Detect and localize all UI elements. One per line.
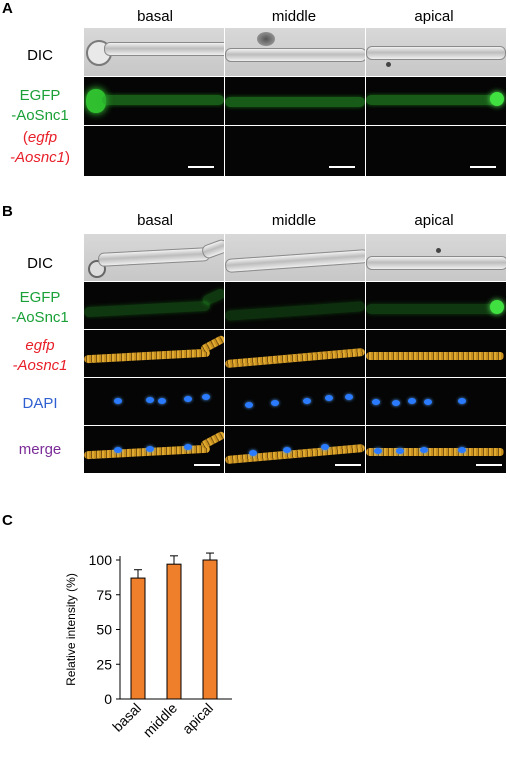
panel-a-mutant-line2: -Aosnc1 bbox=[9, 149, 66, 166]
panel-a-paren-open: ( bbox=[22, 129, 28, 146]
bar-middle bbox=[166, 563, 182, 700]
panel-b-dapi-middle bbox=[225, 378, 365, 425]
panel-b-dic-middle bbox=[225, 234, 365, 281]
panel-b-egfp-line2: -AoSnc1 bbox=[11, 309, 69, 326]
y-tick-label: 50 bbox=[96, 622, 112, 638]
scale-bar bbox=[476, 464, 502, 466]
scale-bar bbox=[470, 166, 496, 168]
bar-basal bbox=[130, 577, 146, 700]
panel-b-col-middle: middle bbox=[271, 212, 317, 229]
panel-b-mutant-line2: -Aosnc1 bbox=[12, 357, 68, 374]
panel-a-dic-middle bbox=[225, 28, 365, 76]
panel-a-egfp-middle bbox=[225, 77, 365, 125]
panel-b-mutant-middle bbox=[225, 330, 365, 377]
panel-a-egfp-label: EGFP -AoSnc1 bbox=[0, 86, 80, 126]
panel-a-mutant-label: (egfp -Aosnc1) bbox=[0, 128, 80, 168]
panel-b-merge-apical bbox=[366, 426, 506, 473]
scale-bar bbox=[335, 464, 361, 466]
panel-a-mutant-middle bbox=[225, 126, 365, 176]
panel-b-letter: B bbox=[2, 203, 13, 220]
panel-a-mutant-apical bbox=[366, 126, 506, 176]
x-tick-label: apical bbox=[179, 700, 216, 737]
panel-a-egfp-line1: EGFP bbox=[19, 87, 61, 104]
y-tick-label: 0 bbox=[104, 691, 112, 707]
panel-b-egfp-basal bbox=[84, 282, 224, 329]
panel-a-egfp-line2: -AoSnc1 bbox=[11, 107, 69, 124]
panel-a-dic-label: DIC bbox=[27, 47, 53, 64]
panel-a-egfp-basal bbox=[84, 77, 224, 125]
panel-b-egfp-label: EGFP -AoSnc1 bbox=[0, 288, 80, 328]
panel-b-mutant-label: egfp -Aosnc1 bbox=[0, 336, 80, 376]
y-axis-title: Relative intensity (%) bbox=[64, 573, 78, 686]
panel-a-image-grid bbox=[84, 28, 506, 176]
panel-b-dapi-basal bbox=[84, 378, 224, 425]
bar-apical bbox=[202, 559, 218, 700]
panel-b-dic-basal bbox=[84, 234, 224, 281]
panel-b-col-basal: basal bbox=[137, 212, 173, 229]
panel-a-egfp-apical bbox=[366, 77, 506, 125]
panel-b-mutant-apical bbox=[366, 330, 506, 377]
x-tick-label: middle bbox=[140, 700, 181, 741]
panel-b-egfp-apical bbox=[366, 282, 506, 329]
panel-b-dic-label: DIC bbox=[27, 255, 53, 272]
scale-bar bbox=[329, 166, 355, 168]
y-tick-label: 75 bbox=[96, 587, 112, 603]
panel-a-col-apical: apical bbox=[414, 8, 454, 25]
panel-a-mutant-basal bbox=[84, 126, 224, 176]
y-tick-label: 100 bbox=[89, 552, 113, 568]
scale-bar bbox=[188, 166, 214, 168]
panel-b-col-apical: apical bbox=[414, 212, 454, 229]
panel-a-dic-apical bbox=[366, 28, 506, 76]
panel-b-mutant-basal bbox=[84, 330, 224, 377]
panel-a-mutant-line1: egfp bbox=[27, 129, 58, 146]
panel-c-letter: C bbox=[2, 512, 13, 529]
panel-b-dapi-label: DAPI bbox=[22, 395, 58, 412]
y-tick-label: 25 bbox=[96, 656, 112, 672]
panel-b-egfp-line1: EGFP bbox=[19, 289, 61, 306]
panel-a-letter: A bbox=[2, 0, 13, 17]
panel-b-dapi-apical bbox=[366, 378, 506, 425]
panel-b-image-grid bbox=[84, 234, 506, 473]
panel-b-merge-middle bbox=[225, 426, 365, 473]
panel-b-merge-basal bbox=[84, 426, 224, 473]
panel-b-dic-apical bbox=[366, 234, 506, 281]
panel-a-dic-basal bbox=[84, 28, 224, 76]
panel-b-merge-label: merge bbox=[18, 441, 62, 458]
panel-b-mutant-line1: egfp bbox=[25, 337, 55, 354]
panel-a-paren-close: ) bbox=[65, 149, 71, 166]
panel-a-col-basal: basal bbox=[137, 8, 173, 25]
panel-b-egfp-middle bbox=[225, 282, 365, 329]
scale-bar bbox=[194, 464, 220, 466]
panel-a-col-middle: middle bbox=[271, 8, 317, 25]
